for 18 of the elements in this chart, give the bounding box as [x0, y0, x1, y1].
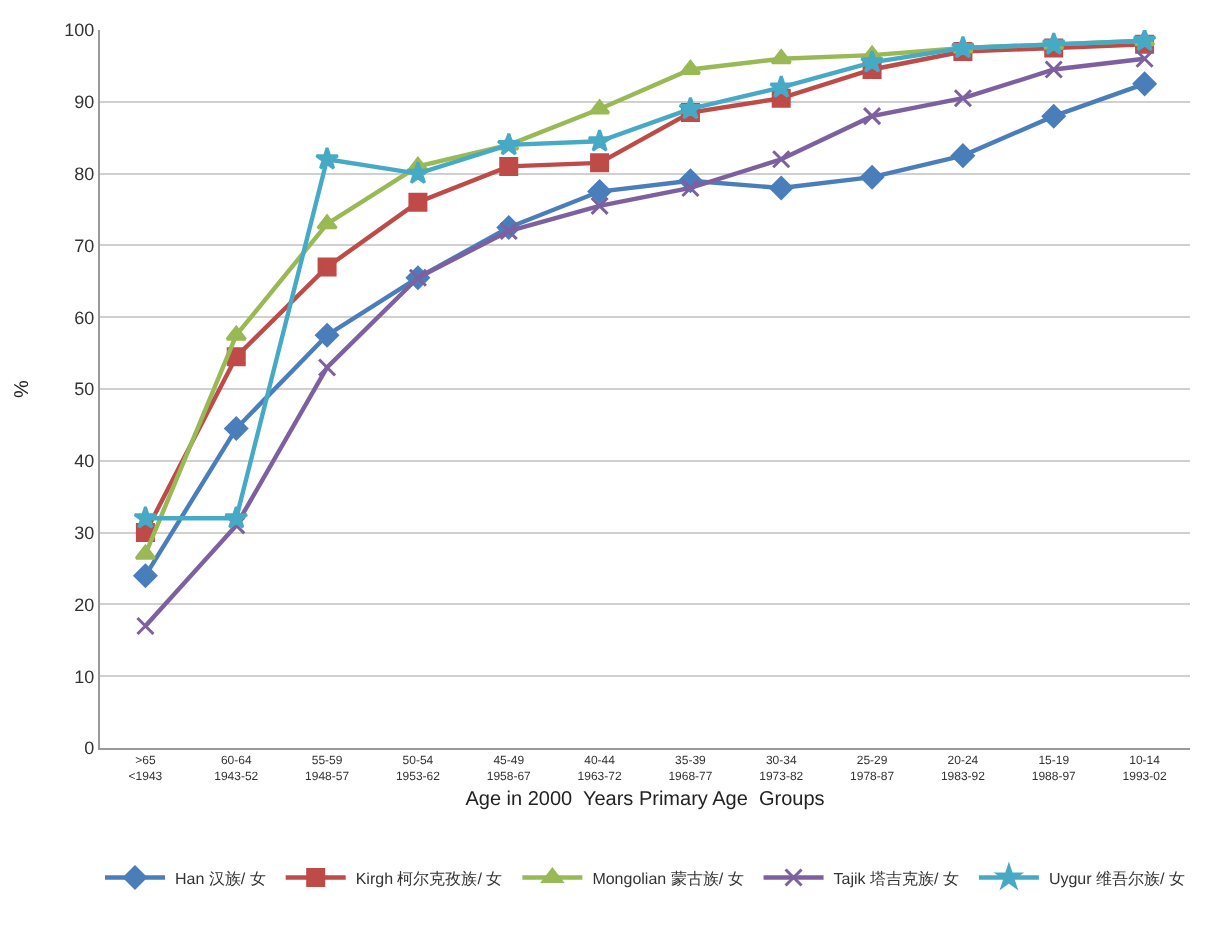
- y-tick-label: 20: [74, 594, 95, 615]
- legend-label: Uygur 维吾尔族/ 女: [1048, 869, 1185, 888]
- x-axis-title: Age in 2000 Years Primary Age Groups: [465, 789, 825, 811]
- y-tick-label: 30: [74, 522, 95, 543]
- y-tick-label: 0: [84, 738, 95, 759]
- y-tick-label: 10: [74, 666, 95, 687]
- y-axis-title: %: [12, 379, 35, 398]
- legend-label: Han 汉族/ 女: [175, 869, 266, 888]
- legend-label: Tajik 塔吉克族/ 女: [833, 869, 959, 888]
- y-tick-label: 100: [64, 20, 95, 41]
- y-tick-label: 70: [74, 235, 95, 256]
- y-tick-label: 60: [74, 307, 95, 328]
- y-tick-label: 50: [74, 379, 95, 400]
- y-tick-label: 80: [74, 163, 95, 184]
- y-tick-label: 40: [74, 451, 95, 472]
- y-tick-label: 90: [74, 92, 95, 113]
- legend-label: Mongolian 蒙古族/ 女: [592, 869, 744, 888]
- legend-label: Kirgh 柯尔克孜族/ 女: [355, 869, 503, 888]
